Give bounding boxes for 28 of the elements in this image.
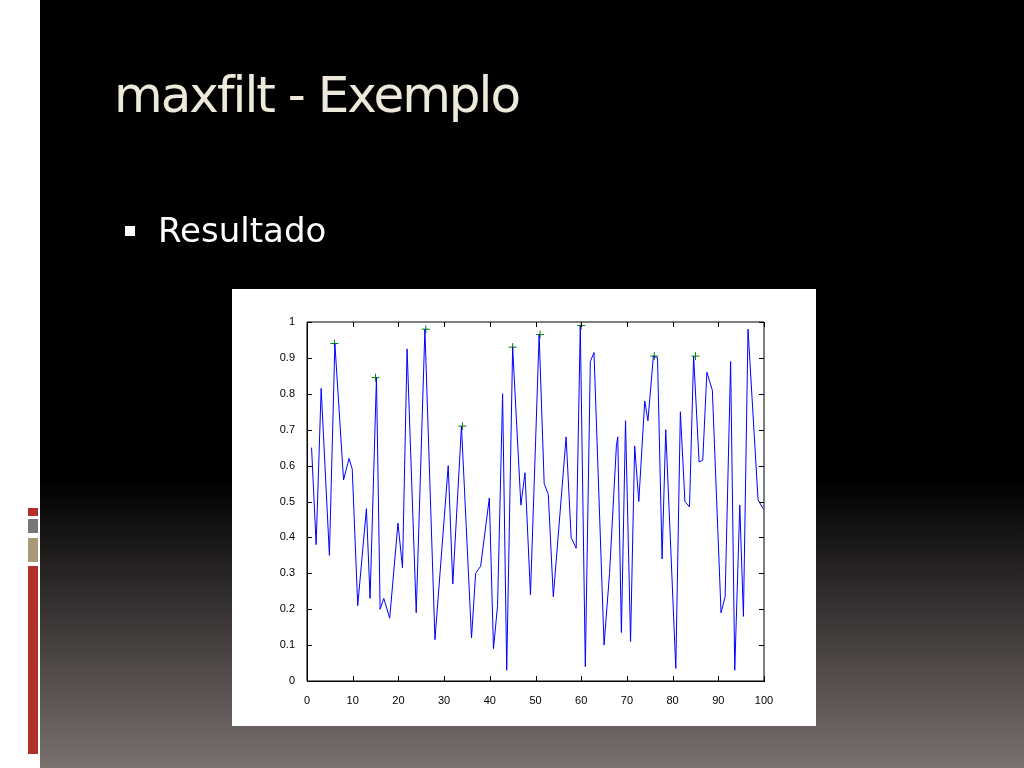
x-tick-label: 60 bbox=[575, 693, 588, 706]
y-tick-label: 0.1 bbox=[279, 638, 295, 651]
chart-title: maxfilt - Exemplo bbox=[114, 66, 520, 124]
x-tick-label: 50 bbox=[529, 693, 542, 706]
x-tick-label: 90 bbox=[712, 693, 725, 706]
y-tick-label: 0.8 bbox=[279, 386, 295, 399]
y-tick-label: 0.3 bbox=[279, 566, 295, 579]
x-tick-label: 20 bbox=[392, 693, 405, 706]
y-tick-label: 0.5 bbox=[279, 494, 295, 507]
y-tick-label: 0.2 bbox=[279, 602, 295, 615]
y-tick-label: 0.7 bbox=[279, 422, 295, 435]
point bbox=[457, 421, 467, 431]
y-tick-label: 0.6 bbox=[279, 458, 295, 471]
x-tick-label: 70 bbox=[620, 693, 634, 706]
y-tick-label: 0.4 bbox=[279, 530, 295, 543]
y-tick-label: 1 bbox=[288, 315, 295, 328]
x-tick-label: 30 bbox=[437, 693, 451, 706]
x-tick-label: 80 bbox=[666, 693, 679, 706]
x-tick-label: 10 bbox=[346, 693, 359, 706]
x-tick-label: 100 bbox=[754, 693, 774, 706]
y-tick-label: 0 bbox=[288, 674, 295, 687]
chart-subtitle: Resultado bbox=[158, 210, 327, 250]
point bbox=[690, 351, 700, 361]
y-tick-label: 0.9 bbox=[279, 350, 295, 363]
x-tick-label: 0 bbox=[303, 693, 311, 706]
x-tick-label: 40 bbox=[483, 693, 496, 706]
point bbox=[649, 351, 659, 361]
point bbox=[535, 330, 545, 340]
